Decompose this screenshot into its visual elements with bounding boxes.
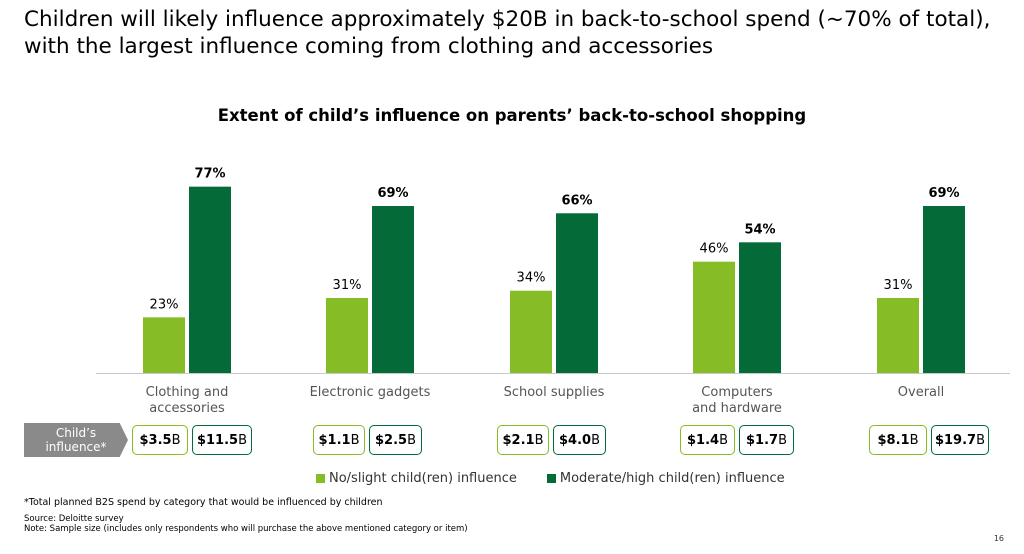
data-label-low-3: 46% bbox=[700, 242, 729, 257]
bar-high-1 bbox=[372, 206, 414, 373]
spend-box-high-4: $19.7 B bbox=[931, 425, 989, 455]
spend-amount-low-4: $8.1 bbox=[877, 432, 910, 448]
data-label-low-4: 31% bbox=[884, 278, 913, 293]
slide-headline: Children will likely influence approxima… bbox=[24, 7, 991, 59]
spend-box-high-0: $11.5 B bbox=[192, 425, 252, 455]
spend-amount-low-2: $2.1 bbox=[502, 432, 535, 448]
category-label-0-1: accessories bbox=[149, 401, 225, 416]
bar-low-3 bbox=[693, 261, 735, 373]
spend-box-low-2: $2.1 B bbox=[497, 425, 549, 455]
spend-box-high-3: $1.7 B bbox=[739, 425, 794, 455]
data-label-high-4: 69% bbox=[928, 186, 959, 201]
spend-box-low-1: $1.1 B bbox=[313, 425, 365, 455]
childs-influence-label-line1: Child’s bbox=[55, 426, 97, 440]
legend-swatch-light bbox=[316, 474, 325, 483]
category-label-0-0: Clothing and bbox=[146, 385, 229, 400]
spend-unit-high-2: B bbox=[591, 432, 600, 448]
data-label-high-0: 77% bbox=[194, 167, 225, 182]
bar-high-0 bbox=[189, 186, 231, 373]
spend-unit-high-4: B bbox=[976, 432, 986, 448]
spend-box-low-4: $8.1 B bbox=[869, 425, 927, 455]
category-label-3-1: and hardware bbox=[692, 401, 782, 416]
category-label-3-0: Computers bbox=[701, 385, 773, 400]
chart-title: Extent of child’s influence on parents’ … bbox=[217, 106, 807, 125]
spend-amount-low-3: $1.4 bbox=[687, 432, 720, 448]
legend: No/slight child(ren) influence Moderate/… bbox=[316, 471, 785, 486]
data-label-high-2: 66% bbox=[561, 193, 592, 208]
spend-amount-high-0: $11.5 bbox=[196, 432, 239, 448]
spend-amount-high-4: $19.7 bbox=[934, 432, 977, 448]
spend-unit-low-3: B bbox=[719, 432, 728, 448]
spend-box-low-0: $3.5 B bbox=[132, 425, 188, 455]
spend-amount-high-2: $4.0 bbox=[559, 432, 592, 448]
legend-swatch-dark bbox=[546, 474, 556, 483]
legend-label-light: No/slight child(ren) influence bbox=[329, 471, 517, 486]
spend-unit-low-2: B bbox=[534, 432, 544, 448]
childs-influence-label-line2: influence* bbox=[45, 440, 107, 454]
category-label-1-0: Electronic gadgets bbox=[310, 385, 431, 400]
category-label-2-0: School supplies bbox=[504, 385, 605, 400]
spend-amount-low-1: $1.1 bbox=[318, 432, 351, 448]
bar-high-4 bbox=[923, 206, 965, 373]
page-number: 16 bbox=[993, 534, 1004, 543]
legend-item-light: No/slight child(ren) influence bbox=[316, 471, 517, 486]
spend-unit-low-4: B bbox=[909, 432, 919, 448]
spend-unit-high-3: B bbox=[778, 432, 787, 448]
bar-low-2 bbox=[510, 290, 552, 373]
spend-unit-low-1: B bbox=[350, 432, 360, 448]
data-label-high-1: 69% bbox=[377, 186, 408, 201]
footnote-asterisk: *Total planned B2S spend by category tha… bbox=[24, 497, 383, 508]
spend-box-high-2: $4.0 B bbox=[553, 425, 606, 455]
spend-box-low-3: $1.4 B bbox=[680, 425, 735, 455]
footnote-source: Source: Deloitte survey bbox=[24, 514, 124, 524]
data-label-high-3: 54% bbox=[744, 222, 775, 237]
bar-low-1 bbox=[326, 297, 368, 373]
spend-box-high-1: $2.5 B bbox=[369, 425, 422, 455]
legend-item-dark: Moderate/high child(ren) influence bbox=[546, 471, 785, 486]
spend-unit-high-0: B bbox=[238, 432, 248, 448]
legend-label-dark: Moderate/high child(ren) influence bbox=[559, 471, 785, 486]
bar-low-0 bbox=[143, 317, 185, 373]
spend-amount-low-0: $3.5 bbox=[139, 432, 172, 448]
data-label-low-2: 34% bbox=[517, 271, 546, 286]
category-label-4-0: Overall bbox=[898, 385, 944, 400]
spend-amount-high-1: $2.5 bbox=[375, 432, 408, 448]
childs-influence-tag: Child’s influence* bbox=[24, 423, 128, 457]
data-label-low-1: 31% bbox=[333, 278, 362, 293]
bar-low-4 bbox=[877, 297, 919, 373]
spend-unit-high-1: B bbox=[407, 432, 416, 448]
spend-unit-low-0: B bbox=[171, 432, 181, 448]
data-label-low-0: 23% bbox=[150, 297, 179, 312]
bar-high-3 bbox=[739, 242, 781, 373]
footnote-note: Note: Sample size (includes only respond… bbox=[24, 524, 468, 534]
bar-high-2 bbox=[556, 213, 598, 373]
spend-amount-high-3: $1.7 bbox=[746, 432, 779, 448]
